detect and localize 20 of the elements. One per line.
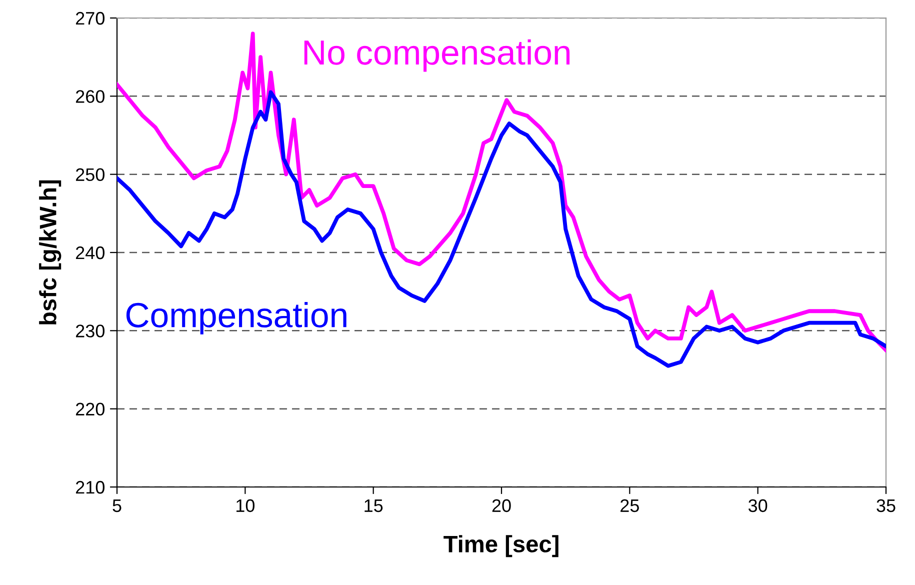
y-tick-label: 210: [76, 480, 104, 494]
x-tick-label: 25: [620, 499, 639, 512]
x-tick-label: 30: [748, 499, 768, 512]
x-tick-label: 10: [236, 499, 255, 512]
x-axis-title: Time [sec]: [444, 535, 558, 558]
y-axis-title: bsfc [g/kW.h]: [39, 180, 62, 324]
y-tick-label: 240: [76, 246, 104, 260]
x-tick-label: 35: [876, 499, 896, 512]
y-tick-label: 250: [76, 168, 104, 182]
line-series: [117, 90, 886, 368]
x-tick-label: 5: [112, 499, 122, 512]
y-tick-label: 230: [76, 324, 104, 338]
y-tick-label: 220: [76, 402, 104, 416]
series-label: No compensation: [304, 39, 570, 72]
y-tick-label: 260: [76, 90, 104, 103]
series-label: Compensation: [126, 302, 346, 334]
line-series: [117, 32, 886, 352]
y-tick-label: 270: [76, 12, 104, 25]
x-tick-label: 20: [492, 499, 511, 512]
x-tick-label: 15: [364, 499, 383, 512]
